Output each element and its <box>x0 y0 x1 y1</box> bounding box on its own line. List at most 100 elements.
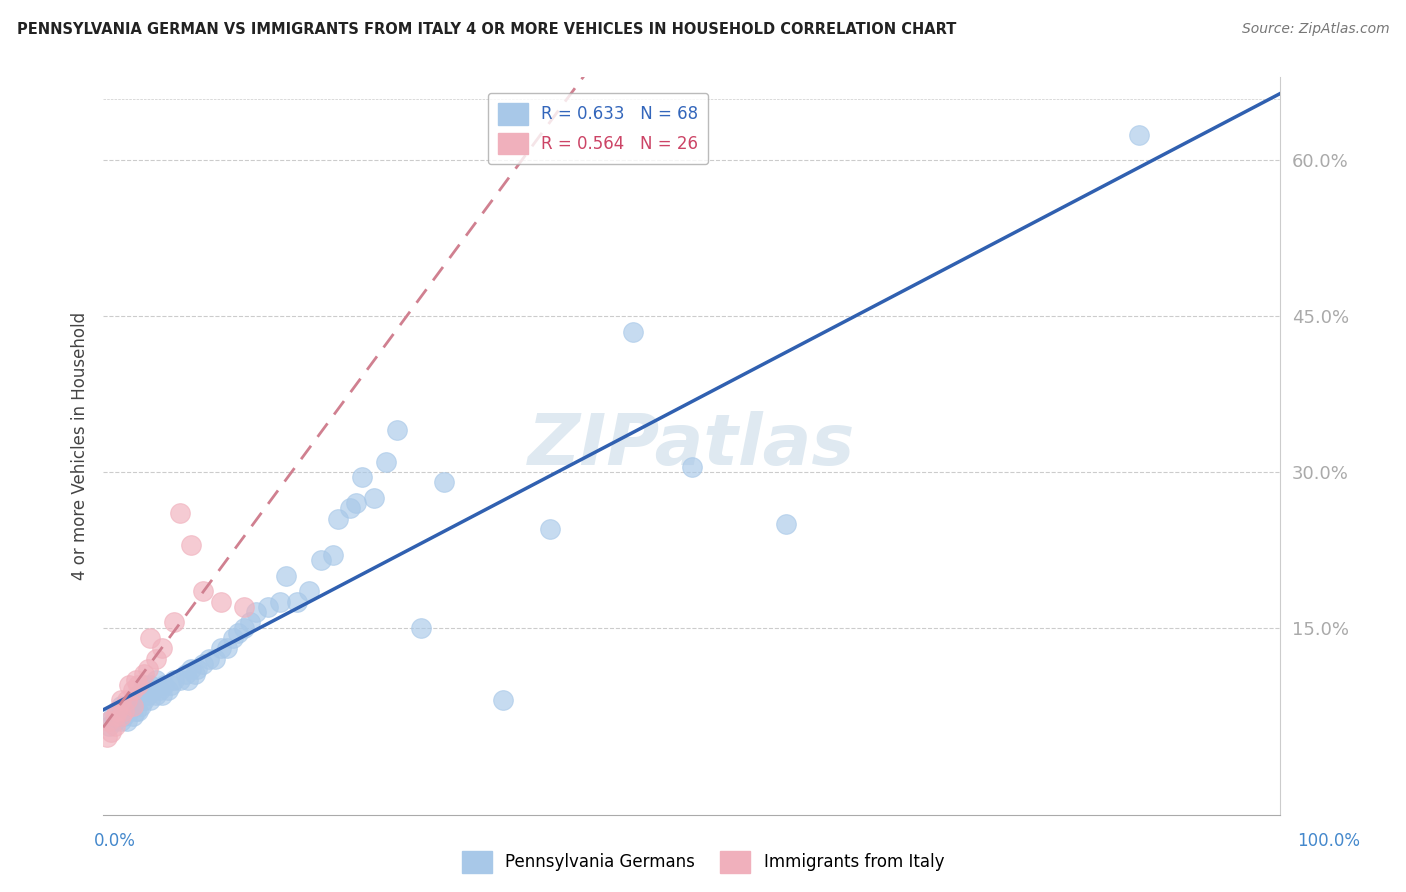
Text: ZIPatlas: ZIPatlas <box>527 411 855 481</box>
Point <box>112 704 135 718</box>
Point <box>125 673 148 687</box>
Point <box>98 719 121 733</box>
Point <box>129 698 152 713</box>
Point <box>121 693 143 707</box>
Point <box>374 454 396 468</box>
Point <box>139 631 162 645</box>
Point <box>233 621 256 635</box>
Point <box>134 678 156 692</box>
Point <box>433 475 456 490</box>
Point <box>104 714 127 728</box>
Point <box>191 584 214 599</box>
Point <box>339 501 361 516</box>
Point <box>142 683 165 698</box>
Point <box>115 698 138 713</box>
Point <box>621 325 644 339</box>
Point <box>174 667 197 681</box>
Point <box>145 688 167 702</box>
Text: 0.0%: 0.0% <box>94 831 136 849</box>
Point <box>110 698 132 713</box>
Point <box>186 662 208 676</box>
Point <box>681 459 703 474</box>
Point <box>118 678 141 692</box>
Point <box>309 553 332 567</box>
Point <box>191 657 214 671</box>
Point <box>96 730 118 744</box>
Point <box>104 709 127 723</box>
Point <box>274 568 297 582</box>
Point <box>127 704 149 718</box>
Point <box>409 621 432 635</box>
Point <box>110 693 132 707</box>
Point <box>209 641 232 656</box>
Point <box>104 719 127 733</box>
Point <box>112 709 135 723</box>
Point <box>145 673 167 687</box>
Point <box>209 595 232 609</box>
Point <box>269 595 291 609</box>
Text: PENNSYLVANIA GERMAN VS IMMIGRANTS FROM ITALY 4 OR MORE VEHICLES IN HOUSEHOLD COR: PENNSYLVANIA GERMAN VS IMMIGRANTS FROM I… <box>17 22 956 37</box>
Point <box>121 709 143 723</box>
Point <box>136 688 159 702</box>
Point <box>134 667 156 681</box>
Point <box>169 673 191 687</box>
Point <box>145 652 167 666</box>
Point <box>139 678 162 692</box>
Point <box>125 704 148 718</box>
Point <box>100 724 122 739</box>
Point <box>118 704 141 718</box>
Point <box>350 470 373 484</box>
Point <box>1128 128 1150 142</box>
Point <box>180 662 202 676</box>
Point <box>285 595 308 609</box>
Point <box>177 673 200 687</box>
Point <box>775 516 797 531</box>
Point <box>121 698 143 713</box>
Point <box>228 626 250 640</box>
Point <box>163 615 186 630</box>
Point <box>257 599 280 614</box>
Point <box>153 678 176 692</box>
Point <box>298 584 321 599</box>
Point <box>101 709 124 723</box>
Point <box>184 667 207 681</box>
Point <box>169 507 191 521</box>
Point <box>156 683 179 698</box>
Point <box>98 714 121 728</box>
Point <box>115 693 138 707</box>
Text: 100.0%: 100.0% <box>1298 831 1360 849</box>
Point <box>198 652 221 666</box>
Legend: Pennsylvania Germans, Immigrants from Italy: Pennsylvania Germans, Immigrants from It… <box>456 845 950 880</box>
Point <box>538 522 561 536</box>
Point <box>121 683 143 698</box>
Point <box>160 678 183 692</box>
Point <box>139 693 162 707</box>
Point <box>127 688 149 702</box>
Y-axis label: 4 or more Vehicles in Household: 4 or more Vehicles in Household <box>72 312 89 580</box>
Point <box>204 652 226 666</box>
Point <box>322 548 344 562</box>
Point <box>105 704 128 718</box>
Point <box>387 424 409 438</box>
Point <box>110 714 132 728</box>
Point <box>180 538 202 552</box>
Point <box>115 714 138 728</box>
Legend: R = 0.633   N = 68, R = 0.564   N = 26: R = 0.633 N = 68, R = 0.564 N = 26 <box>488 93 709 164</box>
Point <box>105 704 128 718</box>
Point <box>150 688 173 702</box>
Point <box>221 631 243 645</box>
Text: Source: ZipAtlas.com: Source: ZipAtlas.com <box>1241 22 1389 37</box>
Point <box>127 678 149 692</box>
Point <box>328 511 350 525</box>
Point <box>149 683 172 698</box>
Point <box>110 709 132 723</box>
Point <box>344 496 367 510</box>
Point <box>492 693 515 707</box>
Point <box>150 641 173 656</box>
Point <box>233 599 256 614</box>
Point <box>215 641 238 656</box>
Point <box>245 605 267 619</box>
Point <box>163 673 186 687</box>
Point <box>134 693 156 707</box>
Point <box>363 491 385 505</box>
